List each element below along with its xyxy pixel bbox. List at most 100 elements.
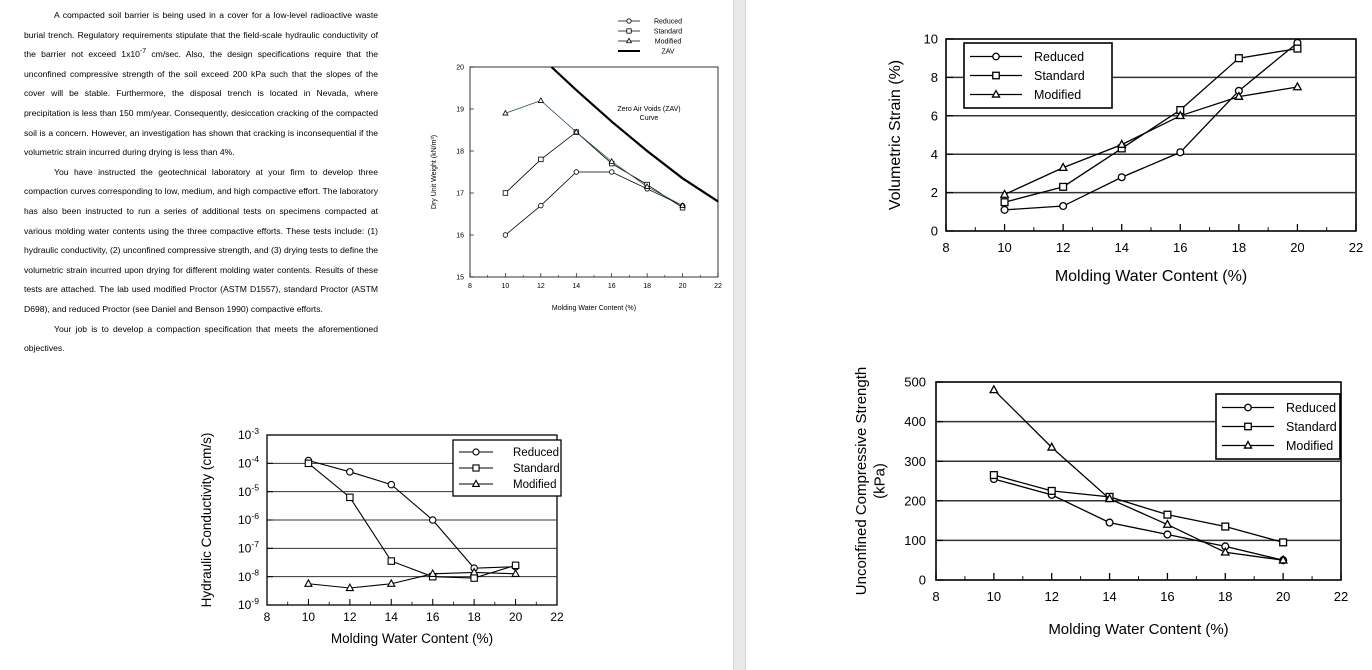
series-modified [999, 81, 1303, 198]
x-tick-label: 8 [264, 610, 271, 624]
legend-entry-standard: Standard [970, 69, 1085, 83]
series-line-standard [993, 474, 1284, 544]
problem-statement: A compacted soil barrier is being used i… [24, 6, 378, 359]
y-tick-label: 200 [904, 493, 926, 508]
legend-label-reduced: Reduced [513, 447, 559, 459]
x-tick-label: 14 [1102, 589, 1116, 604]
y-tick-label: 0 [919, 573, 926, 588]
x-tick-label: 20 [1276, 589, 1290, 604]
data-point-reduced [428, 516, 437, 524]
data-point-modified [1058, 162, 1068, 172]
legend-label-standard: Standard [654, 28, 683, 35]
y-tick-label: 19 [456, 106, 464, 113]
x-tick-label: 8 [932, 589, 939, 604]
data-point-reduced [1059, 201, 1068, 211]
zav-annotation-line1: Zero Air Voids (ZAV) [617, 106, 680, 113]
legend-entry-modified: Modified [970, 88, 1081, 102]
data-point-modified [1278, 554, 1288, 564]
data-point-standard [1234, 54, 1243, 63]
y-axis-label: Dry Unit Weight (kN/m³) [431, 135, 438, 209]
legend-entry-reduced: Reduced [970, 50, 1084, 64]
legend-entry-standard: Standard [618, 28, 682, 35]
y-tick-label: 300 [904, 454, 926, 469]
x-tick-label: 16 [608, 283, 616, 290]
paragraph-2: You have instructed the geotechnical lab… [24, 166, 378, 314]
data-point-standard [387, 557, 396, 565]
data-point-modified [428, 568, 438, 577]
series-line-modified [1004, 86, 1298, 196]
data-point-modified [469, 567, 479, 576]
series-line-reduced [308, 459, 516, 569]
paragraph-1: A compacted soil barrier is being used i… [24, 10, 379, 158]
legend-entry-modified: Modified [618, 37, 681, 45]
series-line-standard [505, 131, 683, 209]
legend-label-modified: Modified [1286, 439, 1333, 453]
data-point-modified [989, 384, 999, 394]
x-tick-label: 20 [1290, 240, 1304, 255]
data-point-modified [643, 183, 651, 189]
page-gutter [733, 0, 746, 670]
y-tick-label: 4 [931, 147, 938, 162]
data-point-reduced [1163, 530, 1172, 539]
x-tick-label: 22 [714, 283, 722, 290]
data-point-modified [1292, 81, 1303, 91]
legend-entry-zav: ZAV [618, 48, 675, 55]
data-point-standard [304, 459, 313, 468]
legend-label-zav: ZAV [661, 48, 674, 55]
y-tick-label: 2 [931, 185, 938, 200]
series-modified [989, 384, 1288, 564]
y-axis-label: Volumetric Strain (%) [887, 60, 904, 210]
y-tick-label: 500 [904, 375, 926, 390]
legend-entry-standard: Standard [459, 463, 560, 475]
data-point-standard [470, 574, 478, 582]
y-tick-label: 16 [456, 232, 464, 239]
y-tick-label: 10 [924, 32, 938, 47]
data-point-modified [999, 189, 1010, 198]
series-line-reduced [505, 171, 683, 236]
y-tick-label: 10-4 [238, 454, 259, 470]
series-reduced [502, 169, 686, 238]
x-axis-label: Molding Water Content (%) [1048, 621, 1228, 638]
x-tick-label: 20 [509, 610, 523, 624]
data-point-modified [1046, 441, 1057, 451]
data-point-modified [345, 583, 355, 592]
data-point-modified [386, 578, 396, 587]
legend: Reduced Standard Modified [452, 439, 562, 497]
y-tick-label: 10-6 [238, 511, 259, 527]
legend: Reduced Standard Modified [1215, 393, 1341, 460]
y-tick-label: 18 [456, 148, 464, 155]
legend-marker-modified [991, 89, 1001, 98]
data-point-reduced [609, 169, 615, 175]
data-point-modified [502, 109, 509, 116]
series-zav [550, 66, 719, 203]
y-tick-label: 10-3 [238, 426, 259, 442]
x-tick-label: 10 [987, 589, 1001, 604]
legend-label-standard: Standard [513, 463, 560, 475]
y-tick-label: 15 [456, 274, 464, 281]
legend-label-reduced: Reduced [1034, 50, 1084, 64]
legend-entry-reduced: Reduced [618, 18, 682, 25]
x-tick-label: 10 [302, 610, 316, 624]
series-line-standard [1004, 47, 1298, 203]
x-tick-label: 14 [572, 283, 580, 290]
data-point-modified [1162, 519, 1173, 528]
data-point-reduced [538, 202, 544, 209]
y-axis-label: Unconfined Compressive Strength (kPa) [853, 367, 889, 595]
x-tick-label: 22 [1349, 240, 1363, 255]
y-tick-label: 0 [931, 224, 938, 239]
series-modified [303, 567, 521, 592]
legend-label-reduced: Reduced [654, 18, 682, 25]
data-point-modified [1116, 139, 1127, 148]
data-point-modified [679, 202, 686, 208]
hydraulic-conductivity-chart: 8 10 12 14 16 18 20 22 10-3 10-4 10-5 10-6 10-7 10-8 1… [199, 426, 564, 646]
left-page: A compacted soil barrier is being used i… [24, 6, 722, 646]
y-tick-label: 100 [904, 533, 926, 548]
series-reduced [989, 474, 1288, 565]
data-point-reduced [346, 468, 354, 476]
x-tick-label: 18 [1232, 240, 1246, 255]
legend-label-reduced: Reduced [1286, 401, 1336, 415]
y-tick-label: 10-5 [238, 482, 259, 498]
data-point-standard [1047, 486, 1056, 495]
legend-entry-modified: Modified [1222, 439, 1333, 453]
legend-entry-reduced: Reduced [1222, 401, 1336, 415]
